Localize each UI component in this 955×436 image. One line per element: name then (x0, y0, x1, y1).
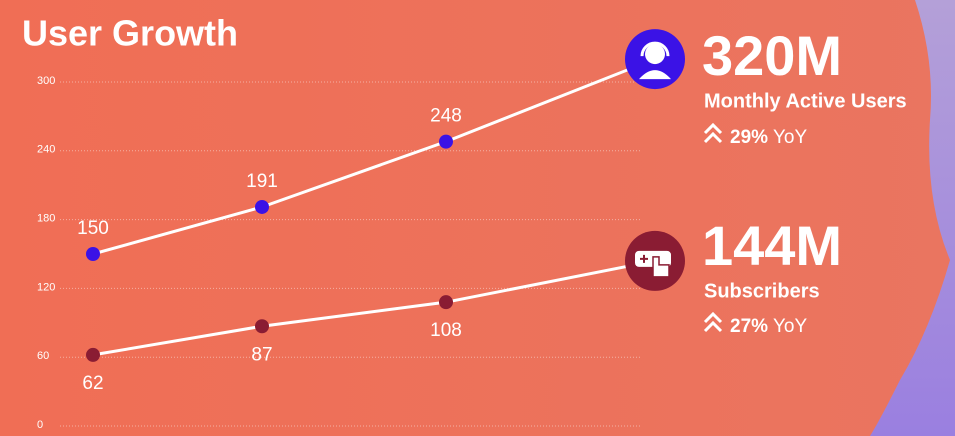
icon-plus (640, 254, 648, 263)
point (439, 295, 453, 310)
chevron (703, 311, 723, 324)
chart-title: User Growth (22, 13, 238, 54)
icon-hand (652, 256, 670, 278)
y-tick-label: 0 (37, 419, 43, 431)
point (86, 247, 100, 261)
yoy: 29% YoY (730, 127, 807, 148)
y-tick-label: 180 (37, 213, 55, 225)
value-label: 62 (82, 373, 103, 394)
icon-headset (640, 41, 670, 57)
stat-label: Monthly Active Users (704, 90, 907, 112)
chevron (703, 320, 723, 333)
stat-value: 320M (702, 24, 842, 87)
stat-block: 320M Monthly Active Users 29% YoY (702, 24, 907, 148)
value-label: 87 (251, 344, 272, 365)
point (255, 319, 269, 334)
value-label: 248 (430, 106, 462, 127)
value-label: 150 (77, 218, 109, 239)
series-line (92, 57, 656, 256)
y-tick-label: 300 (37, 75, 55, 87)
stat-block: 144M Subscribers 27% YoY (702, 214, 842, 337)
icon-head (645, 44, 665, 65)
decor-blob (870, 0, 955, 436)
yoy-suffix: YoY (773, 316, 807, 337)
point (439, 134, 453, 149)
yoy-suffix: YoY (773, 127, 807, 148)
value-label: 191 (246, 171, 278, 192)
yoy-value: 29% (730, 127, 768, 148)
value-label: 108 (430, 320, 462, 341)
series-line (92, 259, 656, 357)
stat-value: 144M (702, 214, 842, 277)
chevron (703, 131, 723, 144)
y-tick-label: 240 (37, 144, 55, 156)
point (255, 199, 269, 214)
yoy-value: 27% (730, 316, 768, 337)
icon-body (639, 70, 671, 80)
y-tick-label: 120 (37, 281, 55, 293)
series-icon (625, 230, 685, 291)
series-icon (625, 29, 685, 90)
y-tick-label: 60 (37, 350, 49, 362)
yoy: 27% YoY (730, 316, 807, 337)
point (86, 347, 100, 362)
chevron (703, 122, 723, 135)
stat-label: Subscribers (704, 280, 820, 302)
